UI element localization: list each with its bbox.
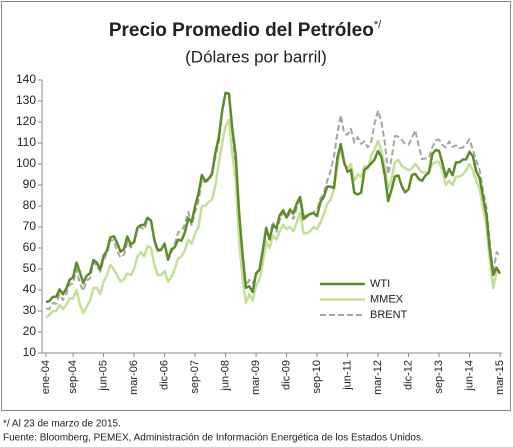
y-tick-label: 60	[23, 240, 37, 254]
y-tick-label: 70	[23, 219, 37, 233]
x-tick-label: jun-05	[98, 360, 110, 392]
y-tick-label: 110	[17, 135, 36, 149]
y-tick-label: 140	[16, 72, 36, 86]
x-tick-label: ene-04	[40, 360, 52, 394]
x-tick-label: sep-04	[67, 360, 79, 394]
y-tick-label: 10	[23, 345, 37, 359]
series-line	[45, 118, 500, 319]
footnote: */ Al 23 de marzo de 2015.	[3, 419, 121, 430]
x-tick-label: sep-07	[189, 360, 201, 394]
x-tick-label: dic-06	[158, 360, 170, 390]
x-tick-label: jun-14	[463, 360, 475, 392]
chart-frame	[1, 1, 511, 411]
x-tick-label: jun-11	[341, 360, 353, 391]
legend-label: MMEX	[370, 293, 404, 305]
x-tick-label: mar-06	[128, 360, 140, 395]
y-tick-label: 80	[23, 198, 37, 212]
x-tick-label: jun-08	[219, 360, 231, 392]
x-tick-label: dic-12	[402, 360, 414, 390]
y-tick-label: 90	[23, 177, 37, 191]
y-tick-label: 120	[16, 114, 36, 128]
x-tick-label: mar-09	[250, 360, 262, 395]
legend-label: BRENT	[370, 309, 408, 321]
series-line	[45, 91, 502, 304]
chart-title: Precio Promedio del Petróleo*/	[109, 19, 382, 41]
y-tick-label: 50	[23, 261, 37, 275]
title-text: Precio Promedio del Petróleo	[109, 20, 374, 41]
y-tick-label: 30	[23, 303, 37, 317]
x-tick-label: dic-09	[280, 360, 292, 390]
legend-label: WTI	[370, 278, 390, 290]
x-tick-label: sep-13	[433, 360, 445, 394]
y-tick-label: 130	[16, 93, 36, 107]
y-tick-label: 20	[23, 324, 37, 338]
x-tick-label: sep-10	[311, 360, 323, 394]
title-mark: */	[374, 19, 382, 31]
x-tick-label: mar-15	[494, 360, 506, 395]
x-tick-label: mar-12	[372, 360, 384, 395]
series-line	[45, 91, 501, 311]
y-tick-label: 100	[16, 156, 36, 170]
chart-subtitle: (Dólares por barril)	[185, 47, 327, 66]
y-tick-label: 40	[23, 282, 37, 296]
source-note: Fuente: Bloomberg, PEMEX, Administración…	[3, 433, 424, 444]
